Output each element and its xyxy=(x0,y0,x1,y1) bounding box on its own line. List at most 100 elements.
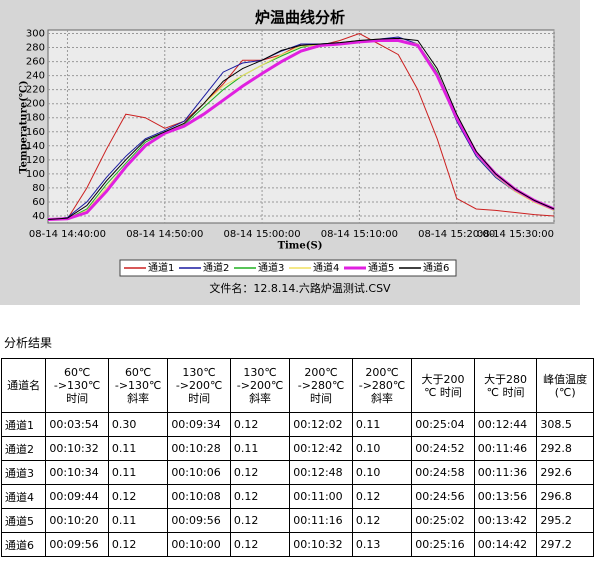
table-cell: 00:14:42 xyxy=(473,532,538,557)
plot-area xyxy=(47,29,555,224)
y-tick-label: 220 xyxy=(26,85,45,96)
y-tick-label: 60 xyxy=(32,197,45,208)
header-cell: 130℃ ->200℃ 斜率 xyxy=(229,358,291,413)
table-cell: 00:13:56 xyxy=(473,484,538,509)
y-tick-label: 200 xyxy=(26,99,45,110)
legend-label: 通道2 xyxy=(203,261,229,274)
table-cell: 00:09:44 xyxy=(45,484,109,509)
legend-label: 通道3 xyxy=(258,261,284,274)
table-cell: 0.13 xyxy=(351,532,413,557)
table-cell: 0.11 xyxy=(351,412,413,437)
table-row: 通道2 00:10:32 0.11 00:10:28 0.11 00:12:42 0.10 0… xyxy=(0,436,594,461)
table-cell: 00:12:48 xyxy=(289,460,353,485)
table-cell: 0.11 xyxy=(107,508,169,533)
table-cell: 0.12 xyxy=(229,508,291,533)
table-cell: 通道1 xyxy=(0,412,47,437)
x-tick-label: 08-14 15:20:00 xyxy=(418,229,495,240)
table-cell: 00:24:56 xyxy=(411,484,475,509)
table-cell: 00:10:08 xyxy=(167,484,231,509)
y-tick-label: 240 xyxy=(26,71,45,82)
table-cell: 00:11:36 xyxy=(473,460,538,485)
table-cell: 0.11 xyxy=(107,460,169,485)
table-cell: 0.12 xyxy=(229,460,291,485)
file-caption: 文件名：12.8.14.六路炉温测试.CSV xyxy=(209,281,391,295)
table-cell: 0.12 xyxy=(351,508,413,533)
table-cell: 00:25:02 xyxy=(411,508,475,533)
table-cell: 0.10 xyxy=(351,436,413,461)
series-line xyxy=(47,36,555,220)
chart: 炉温曲线分析 Temperature(℃) Time(S) 文件名：12.8.1… xyxy=(0,0,580,305)
table-cell: 0.12 xyxy=(351,484,413,509)
y-tick-label: 80 xyxy=(32,183,45,194)
table-cell: 00:03:54 xyxy=(45,412,109,437)
header-cell: 60℃ ->130℃ 斜率 xyxy=(107,358,169,413)
table-cell: 00:10:06 xyxy=(167,460,231,485)
table-cell: 0.12 xyxy=(229,412,291,437)
table-cell: 0.12 xyxy=(229,484,291,509)
table-cell: 0.12 xyxy=(107,532,169,557)
legend-label: 通道1 xyxy=(148,261,174,274)
table-cell: 295.2 xyxy=(536,508,594,533)
table-cell: 292.8 xyxy=(536,436,594,461)
table-cell: 0.10 xyxy=(351,460,413,485)
table-cell: 00:12:44 xyxy=(473,412,538,437)
table-cell: 通道2 xyxy=(0,436,47,461)
y-tick-label: 140 xyxy=(26,141,45,152)
legend-label: 通道5 xyxy=(368,261,394,274)
table-cell: 00:12:42 xyxy=(289,436,353,461)
table-cell: 00:24:58 xyxy=(411,460,475,485)
y-tick-label: 100 xyxy=(26,169,45,180)
x-tick-label: 08-14 14:50:00 xyxy=(126,229,203,240)
y-tick-label: 300 xyxy=(26,29,45,40)
legend-label: 通道4 xyxy=(313,261,339,274)
table-cell: 0.12 xyxy=(107,484,169,509)
table-cell: 0.30 xyxy=(107,412,169,437)
x-tick-label: 08-14 15:10:00 xyxy=(321,229,398,240)
table-cell: 00:11:16 xyxy=(289,508,353,533)
header-cell: 200℃ ->280℃ 时间 xyxy=(289,358,353,413)
y-tick-label: 40 xyxy=(32,211,45,222)
table-cell: 00:09:56 xyxy=(167,508,231,533)
x-tick-label: 08-14 15:00:00 xyxy=(223,229,300,240)
header-cell: 60℃ ->130℃ 时间 xyxy=(45,358,109,413)
table-row: 通道1 00:03:54 0.30 00:09:34 0.12 00:12:02 0.11 0… xyxy=(0,412,594,437)
table-cell: 00:11:46 xyxy=(473,436,538,461)
y-axis-label: Temperature(℃) xyxy=(19,80,30,173)
legend-box xyxy=(119,259,457,277)
table-cell: 297.2 xyxy=(536,532,594,557)
table-cell: 00:10:20 xyxy=(45,508,109,533)
table-cell: 通道6 xyxy=(0,532,47,557)
series-line xyxy=(47,37,555,220)
header-cell: 200℃ ->280℃ 斜率 xyxy=(351,358,413,413)
table-row: 通道3 00:10:34 0.11 00:10:06 0.12 00:12:48 0.10 0… xyxy=(0,460,594,485)
section-title: 分析结果 xyxy=(4,336,53,350)
table-cell: 00:10:00 xyxy=(167,532,231,557)
header-cell: 130℃ ->200℃ 时间 xyxy=(167,358,231,413)
table-row: 通道5 00:10:20 0.11 00:09:56 0.12 00:11:16 0.12 0… xyxy=(0,508,594,533)
header-cell: 大于200 ℃ 时间 xyxy=(411,358,475,413)
table-cell: 00:11:00 xyxy=(289,484,353,509)
x-tick-label: 08-14 15:30:00 xyxy=(477,229,554,240)
chart-title: 炉温曲线分析 xyxy=(255,9,345,27)
table-cell: 0.11 xyxy=(229,436,291,461)
table-cell: 296.8 xyxy=(536,484,594,509)
table-cell: 00:10:32 xyxy=(45,436,109,461)
table-cell: 00:25:04 xyxy=(411,412,475,437)
header-row: 通道名 60℃ ->130℃ 时间 60℃ ->130℃ 斜率 130℃ ->200℃… xyxy=(0,358,594,413)
y-tick-label: 280 xyxy=(26,43,45,54)
legend-label: 通道6 xyxy=(423,261,449,274)
table-cell: 00:09:34 xyxy=(167,412,231,437)
y-tick-label: 120 xyxy=(26,155,45,166)
table-cell: 0.12 xyxy=(229,532,291,557)
x-axis-label: Time(S) xyxy=(278,241,323,252)
result-table: 通道名 60℃ ->130℃ 时间 60℃ ->130℃ 斜率 130℃ ->200℃… xyxy=(0,358,594,557)
table-cell: 通道4 xyxy=(0,484,47,509)
x-tick-label: 08-14 14:40:00 xyxy=(29,229,106,240)
table-cell: 00:13:42 xyxy=(473,508,538,533)
table-row: 通道6 00:09:56 0.12 00:10:00 0.12 00:10:32 0.13 0… xyxy=(0,532,594,557)
header-cell: 通道名 xyxy=(0,358,47,413)
table-cell: 0.11 xyxy=(107,436,169,461)
header-cell: 大于280 ℃ 时间 xyxy=(473,358,538,413)
table-cell: 00:12:02 xyxy=(289,412,353,437)
table-row: 通道4 00:09:44 0.12 00:10:08 0.12 00:11:00 0.12 0… xyxy=(0,484,594,509)
